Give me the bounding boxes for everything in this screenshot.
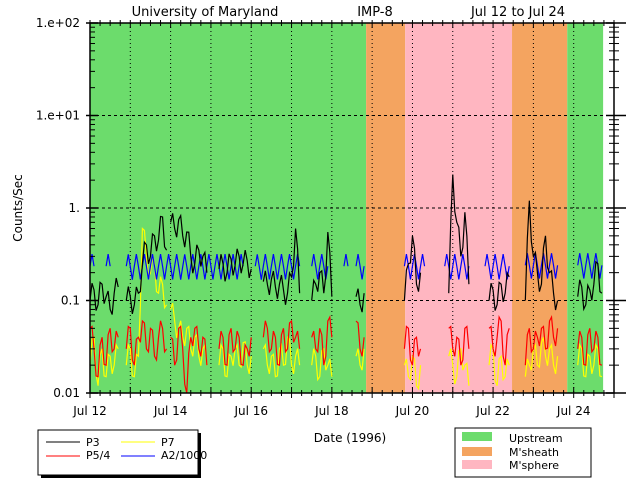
region-legend: Upstream M'sheath M'sphere [454, 427, 592, 478]
series-p7 [262, 336, 301, 378]
x-tick-label: Jul 12 [72, 404, 107, 418]
legend-label-msheath: M'sheath [509, 446, 559, 459]
series-p54 [125, 319, 168, 366]
series-a21000 [343, 254, 349, 267]
grid-lines [90, 23, 614, 393]
y-tick-label: 1.e+01 [36, 109, 80, 123]
series-p7 [311, 347, 333, 382]
series-p7 [403, 354, 422, 391]
chart-title-spacecraft: IMP-8 [357, 5, 393, 20]
legend-label-a2: A2/1000 [161, 449, 207, 462]
series-p7 [577, 342, 603, 378]
series-p54 [218, 328, 252, 366]
series-p7 [170, 303, 208, 366]
series-p3 [403, 235, 422, 301]
series-p54 [403, 325, 422, 366]
series-p54 [355, 320, 365, 357]
series-p3 [125, 215, 168, 315]
legend-label-p5: P5/4 [86, 449, 110, 462]
legend-label-p7: P7 [161, 436, 175, 449]
series-p3 [524, 200, 559, 311]
series-p3 [355, 288, 365, 313]
series-p54 [488, 315, 510, 366]
y-tick-label: 1. [69, 201, 80, 215]
legend-label-upstream: Upstream [509, 432, 563, 445]
chart-title-daterange: Jul 12 to Jul 24 [470, 5, 565, 20]
series-legend: P3 P5/4 P7 A2/1000 [37, 429, 207, 478]
series-a21000 [444, 254, 470, 280]
series-lines [89, 174, 603, 394]
x-tick-label: Jul 16 [233, 404, 268, 418]
series-p7 [125, 227, 168, 378]
legend-swatch-msphere [462, 460, 492, 469]
series-a21000 [484, 254, 510, 280]
series-p3 [448, 174, 470, 294]
series-p3 [311, 231, 333, 301]
x-tick-label: Jul 22 [475, 404, 510, 418]
series-p54 [577, 328, 603, 366]
series-a21000 [105, 254, 111, 267]
series-p3 [218, 248, 252, 282]
series-p7 [524, 337, 559, 377]
series-a21000 [355, 254, 365, 280]
y-tick-label: 0.01 [53, 386, 80, 400]
x-tick-label: Jul 14 [153, 404, 188, 418]
series-p54 [170, 325, 208, 394]
series-a21000 [311, 254, 329, 280]
y-tick-label: 0.1 [61, 294, 80, 308]
series-p3 [170, 213, 208, 274]
y-axis-label: Counts/Sec [11, 174, 25, 242]
legend-swatch-msheath [462, 447, 492, 456]
series-p3 [488, 270, 510, 311]
series-p54 [448, 325, 470, 366]
legend-swatch-upstream [462, 432, 492, 441]
series-p3 [89, 277, 119, 315]
series-p54 [89, 325, 119, 378]
series-p3 [577, 260, 603, 312]
series-p7 [89, 335, 119, 386]
series-p3 [262, 228, 301, 305]
series-p7 [355, 348, 365, 371]
series-p7 [448, 347, 470, 386]
series-a21000 [524, 253, 559, 279]
legend-label-msphere: M'sphere [509, 459, 559, 472]
y-tick-label: 1.e+02 [36, 16, 80, 30]
region-bands [90, 23, 604, 393]
x-axis-label: Date (1996) [314, 431, 386, 445]
axes: 1.e+02 1.e+01 1. 0.1 0.01 Jul 12 Jul 14 Jul 16 J… [36, 16, 626, 418]
x-tick-label: Jul 20 [395, 404, 430, 418]
x-tick-label: Jul 18 [314, 404, 349, 418]
legend-label-p3: P3 [86, 436, 100, 449]
x-tick-label: Jul 24 [556, 404, 591, 418]
series-a21000 [125, 254, 244, 280]
chart-title-institution: University of Maryland [132, 5, 279, 20]
series-p54 [262, 319, 301, 366]
series-p54 [311, 315, 333, 366]
series-p54 [524, 315, 559, 366]
